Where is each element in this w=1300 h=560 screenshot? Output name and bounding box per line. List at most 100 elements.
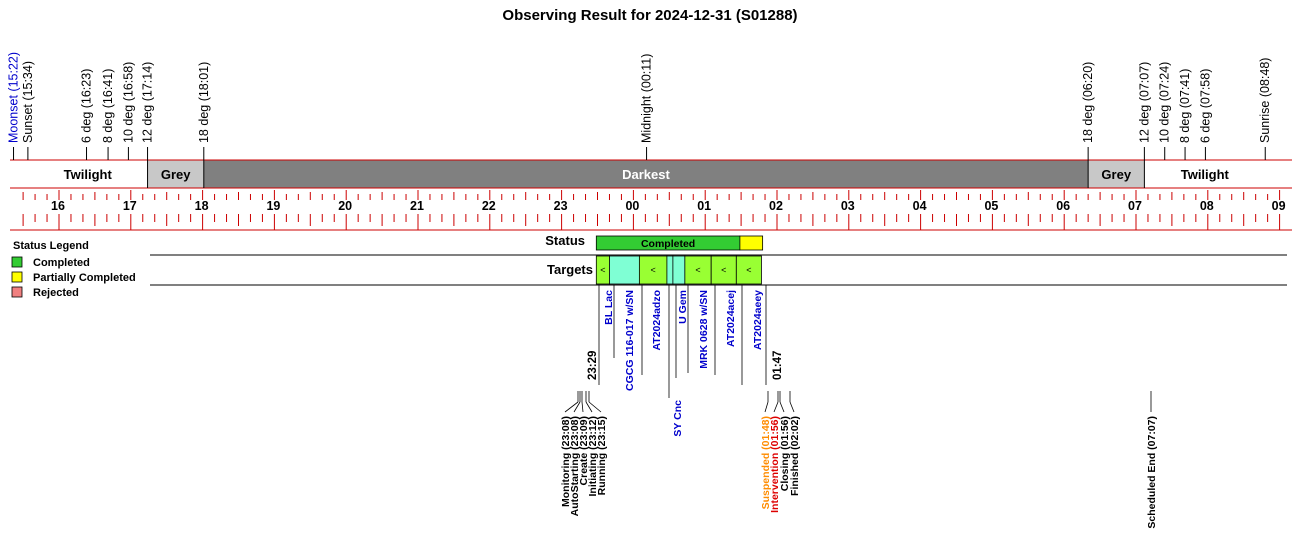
sky-event-moonset-15-22: Moonset (15:22) <box>7 52 21 143</box>
band-grey-1 <box>147 160 204 188</box>
status-event-scheduled-end-07-07: Scheduled End (07:07) <box>1146 416 1158 529</box>
status-row-label: Status <box>545 233 585 248</box>
legend-swatch-partially-completed <box>11 271 23 283</box>
sky-event-8-deg-16-41: 8 deg (16:41) <box>101 69 115 143</box>
sky-event-18-deg-18-01: 18 deg (18:01) <box>197 62 211 143</box>
sky-event-midnight-00-11: Midnight (00:11) <box>640 54 654 143</box>
target-mark-7: < <box>746 265 751 275</box>
hour-label-00: 00 <box>625 199 639 213</box>
legend-label-partially-completed: Partially Completed <box>33 272 136 284</box>
time-axis: 16 17 18 19 20 21 22 23 00 01 02 03 04 05 06 07 08 09 <box>10 190 1292 231</box>
hour-label-23: 23 <box>554 199 568 213</box>
sky-event-12-deg-07-07: 12 deg (07:07) <box>1137 62 1151 143</box>
sky-events: Moonset (15:22) Sunset (15:34) 6 deg (16:2… <box>7 52 1272 160</box>
legend-label-rejected: Rejected <box>33 287 79 299</box>
status-event-leader-4 <box>588 401 602 413</box>
target-label-at2024acej: AT2024acej <box>725 290 737 347</box>
status-event-suspended-01-48: Suspended (01:48) <box>760 416 772 509</box>
band-label-twilight-4: Twilight <box>1181 167 1230 182</box>
sky-event-6-deg-16-23: 6 deg (16:23) <box>80 69 94 143</box>
status-segment-label-0: Completed <box>641 238 695 250</box>
target-block-sy-cnc <box>666 255 674 285</box>
legend-swatch-completed <box>11 256 23 268</box>
status-event-leader-3 <box>585 401 593 413</box>
band-label-darkest-2: Darkest <box>622 167 670 182</box>
hour-label-18: 18 <box>195 199 209 213</box>
hour-label-05: 05 <box>984 199 998 213</box>
band-label-grey-3: Grey <box>1101 167 1131 182</box>
status-legend: Status Legend Completed Partially Complete… <box>11 240 136 299</box>
targets-row-label: Targets <box>547 262 593 277</box>
hour-label-19: 19 <box>266 199 280 213</box>
status-segment-1 <box>739 235 764 251</box>
target-label-mrk-0628-w-sn: MRK 0628 w/SN <box>698 290 710 369</box>
sky-event-10-deg-07-24: 10 deg (07:24) <box>1158 62 1172 143</box>
sky-event-18-deg-06-20: 18 deg (06:20) <box>1081 62 1095 143</box>
status-event-initiating-23-12: Initiating (23:12) <box>587 416 599 497</box>
status-event-autostarting-23-08: AutoStarting (23:08) <box>569 416 581 516</box>
band-twilight-4 <box>1144 160 1266 188</box>
hour-label-17: 17 <box>123 199 137 213</box>
sky-event-8-deg-07-41: 8 deg (07:41) <box>1178 69 1192 143</box>
sky-event-10-deg-16-58: 10 deg (16:58) <box>121 62 135 143</box>
target-mark-5: < <box>695 265 700 275</box>
band-label-grey-1: Grey <box>161 167 191 182</box>
hour-label-02: 02 <box>769 199 783 213</box>
sky-event-6-deg-07-58: 6 deg (07:58) <box>1198 69 1212 143</box>
target-block-at2024aeey <box>735 255 762 285</box>
target-block-mrk-0628-w-sn <box>684 255 712 285</box>
target-label-at2024aeey: AT2024aeey <box>752 290 764 350</box>
block-end-time: 01:47 <box>772 351 784 380</box>
status-event-leader-7 <box>779 401 785 413</box>
band-label-twilight-0: Twilight <box>64 167 113 182</box>
legend-title: Status Legend <box>13 240 89 252</box>
hour-label-07: 07 <box>1128 199 1142 213</box>
status-event-create-23-09: Create (23:09) <box>578 416 590 485</box>
target-label-sy-cnc: SY Cnc <box>672 400 684 437</box>
chart-title: Observing Result for 2024-12-31 (S01288) <box>502 7 797 24</box>
hour-label-04: 04 <box>913 199 927 213</box>
target-block-at2024acej <box>710 255 737 285</box>
band-darkest-2 <box>203 160 1089 188</box>
target-mark-6: < <box>721 265 726 275</box>
target-mark-0: < <box>600 265 605 275</box>
status-event-leader-8 <box>789 401 795 413</box>
legend-label-completed: Completed <box>33 257 90 269</box>
target-label-cgcg-116-017-w-sn: CGCG 116-017 w/SN <box>624 290 636 391</box>
status-event-closing-01-56: Closing (01:56) <box>779 416 791 491</box>
hour-label-08: 08 <box>1200 199 1214 213</box>
status-event-leader-6 <box>773 401 779 413</box>
result-rows: Status Targets Completed <box>150 233 1287 286</box>
status-event-finished-02-02: Finished (02:02) <box>789 416 801 496</box>
hour-label-03: 03 <box>841 199 855 213</box>
target-label-bl-lac: BL Lac <box>603 290 615 325</box>
legend-swatch-rejected <box>11 286 23 298</box>
target-block-at2024adzo <box>638 255 668 285</box>
status-event-monitoring-23-08: Monitoring (23:08) <box>560 416 572 507</box>
status-event-leader-2 <box>581 401 584 413</box>
status-event-leader-0 <box>564 401 579 413</box>
sky-event-sunset-15-34: Sunset (15:34) <box>21 61 35 143</box>
status-events: Monitoring (23:08)AutoStarting (23:08)Cr… <box>560 391 1158 529</box>
block-start-time: 23:29 <box>587 351 599 380</box>
hour-label-21: 21 <box>410 199 424 213</box>
band-twilight-0 <box>27 160 148 188</box>
target-label-at2024adzo: AT2024adzo <box>651 290 663 351</box>
status-event-running-23-15: Running (23:15) <box>596 416 608 495</box>
hour-label-06: 06 <box>1056 199 1070 213</box>
status-event-leader-1 <box>573 401 581 413</box>
hour-label-01: 01 <box>697 199 711 213</box>
sky-event-12-deg-17-14: 12 deg (17:14) <box>141 62 155 143</box>
target-label-u-gem: U Gem <box>677 290 689 324</box>
hour-label-16: 16 <box>51 199 65 213</box>
targets: < < < < < BL Lac CGCG 116-017 w/SN AT2024adzo SY… <box>587 255 784 437</box>
hour-label-20: 20 <box>338 199 352 213</box>
status-event-leader-5 <box>764 401 769 413</box>
band-grey-3 <box>1088 160 1145 188</box>
hour-label-09: 09 <box>1272 199 1286 213</box>
sky-event-sunrise-08-48: Sunrise (08:48) <box>1258 58 1272 143</box>
sky-bands: Twilight Grey Darkest Grey Twilight <box>10 159 1292 189</box>
target-block-cgcg-116-017-w-sn <box>609 255 640 285</box>
status-event-intervention-01-56: Intervention (01:56) <box>769 416 781 513</box>
